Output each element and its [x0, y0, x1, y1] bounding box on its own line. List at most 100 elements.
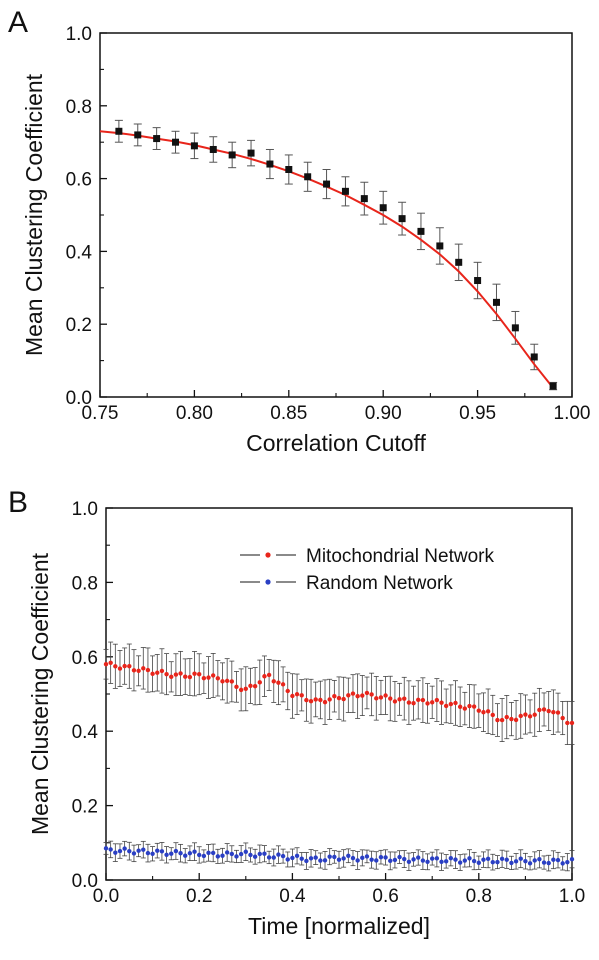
data-point: [141, 666, 146, 671]
data-point: [262, 851, 267, 856]
y-tick-label: 0.4: [66, 242, 93, 263]
data-point: [341, 187, 349, 195]
data-point: [103, 662, 109, 667]
data-point: [364, 690, 370, 696]
data-point: [402, 696, 407, 701]
data-point: [455, 258, 463, 266]
data-point: [527, 714, 533, 719]
data-point: [518, 856, 523, 861]
data-point: [509, 716, 514, 722]
data-point: [457, 704, 463, 709]
data-point: [392, 857, 398, 863]
data-point: [518, 713, 523, 719]
data-point: [113, 664, 118, 669]
data-point: [153, 135, 161, 143]
data-point: [434, 856, 440, 861]
data-point: [560, 715, 565, 721]
data-point: [159, 668, 165, 674]
data-point: [388, 696, 393, 701]
data-point: [346, 693, 351, 698]
data-point: [336, 695, 342, 701]
y-tick-label: 0.0: [72, 871, 98, 892]
data-point: [238, 687, 244, 693]
data-point: [210, 850, 216, 856]
data-point: [530, 353, 538, 361]
data-point: [378, 695, 384, 700]
data-point: [164, 852, 169, 857]
data-point: [266, 160, 274, 168]
data-point: [210, 673, 216, 678]
y-tick-label: 0.6: [66, 170, 92, 191]
data-point: [504, 857, 509, 862]
data-point: [187, 674, 193, 680]
data-point: [127, 848, 132, 854]
panel-b: B 0.0 0.2 0.4 0.6 0.8 1.0 0.0 0.2 0.4 0.6 0.8 1.0 Tim…: [8, 486, 585, 939]
series-1: [103, 840, 575, 872]
x-tick-label: 1.0: [559, 886, 585, 907]
data-point: [346, 853, 351, 858]
data-point: [169, 851, 174, 856]
data-point: [448, 701, 454, 707]
data-point: [155, 670, 160, 675]
x-tick-label: 0.85: [270, 403, 307, 424]
data-point: [192, 671, 197, 676]
data-point: [374, 858, 379, 863]
data-point: [220, 853, 225, 858]
data-point: [271, 679, 276, 684]
data-point: [490, 712, 495, 718]
data-point: [332, 694, 337, 699]
data-point: [266, 855, 272, 860]
data-point: [513, 717, 519, 723]
x-tick-label: 0.75: [82, 403, 119, 424]
data-point: [383, 855, 388, 860]
data-point: [341, 696, 346, 702]
data-point: [285, 166, 293, 173]
data-point: [430, 700, 435, 705]
data-point: [131, 668, 137, 673]
data-point: [541, 707, 547, 712]
data-point: [411, 700, 416, 706]
data-point: [509, 860, 514, 866]
data-point: [397, 697, 402, 702]
data-point: [474, 277, 482, 285]
data-point: [276, 852, 281, 857]
data-point: [499, 856, 505, 861]
data-point: [155, 848, 160, 853]
data-point: [136, 668, 141, 674]
data-point: [388, 858, 393, 864]
data-point: [546, 860, 551, 866]
data-point: [476, 708, 481, 713]
data-point: [448, 855, 454, 861]
data-point: [131, 851, 137, 856]
data-point: [467, 856, 472, 861]
x-tick-label: 0.4: [279, 886, 306, 907]
data-point: [141, 847, 146, 852]
data-point: [108, 660, 113, 665]
data-point: [122, 663, 127, 669]
plot-frame: [99, 32, 573, 398]
data-point: [425, 701, 430, 706]
data-point: [257, 680, 262, 685]
data-point: [523, 712, 528, 717]
data-point: [378, 854, 384, 860]
data-point: [117, 666, 123, 671]
data-point: [402, 856, 407, 862]
data-point: [266, 672, 272, 678]
data-point: [285, 688, 290, 694]
data-point: [178, 671, 183, 676]
data-point: [476, 860, 481, 865]
data-point: [159, 849, 165, 854]
y-tick-label: 1.0: [66, 24, 92, 45]
x-tick-label: 1.00: [554, 403, 591, 424]
data-point: [108, 847, 113, 852]
data-point: [201, 675, 207, 681]
data-point: [360, 693, 365, 698]
data-point: [234, 684, 239, 690]
data-point: [397, 854, 402, 860]
data-point: [369, 692, 374, 697]
data-point: [392, 699, 398, 704]
data-point: [546, 708, 551, 714]
data-point: [511, 324, 519, 332]
data-point: [481, 857, 486, 862]
data-point: [229, 679, 235, 684]
